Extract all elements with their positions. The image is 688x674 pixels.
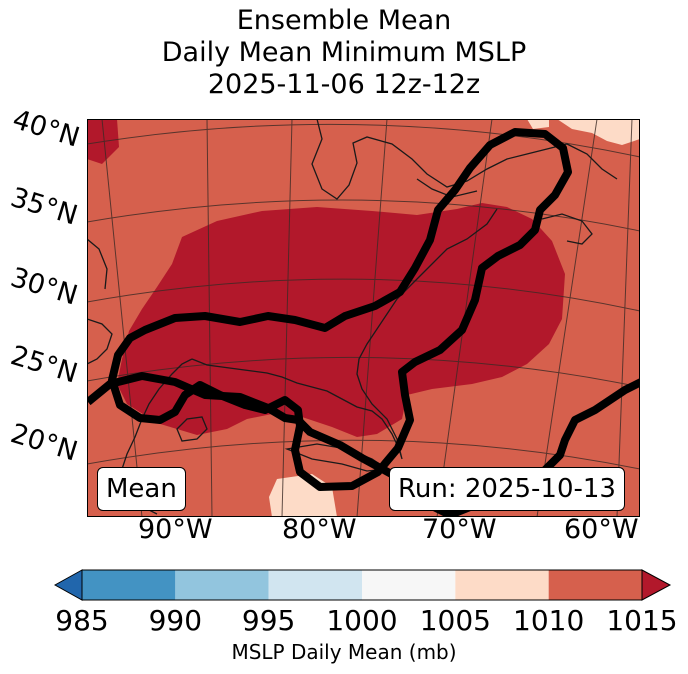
- title-line-2: Daily Mean Minimum MSLP: [161, 37, 527, 68]
- colorbar-low-extend: [54, 569, 83, 601]
- colorbar-tick-1005: 1005: [419, 604, 491, 637]
- contour-overlay: [108, 128, 572, 491]
- title-line-3: 2025-11-06 12z-12z: [207, 69, 481, 100]
- lat-label-35: 35°N: [6, 182, 82, 232]
- colorbar-tick-1000: 1000: [326, 604, 398, 637]
- colorbar-bin-3: [362, 570, 456, 600]
- lat-label-40: 40°N: [8, 104, 84, 154]
- colorbar-label: MSLP Daily Mean (mb): [231, 640, 457, 664]
- colorbar-bin-5: [548, 570, 642, 600]
- high-pressure-patch-n: [527, 119, 549, 129]
- colorbar-tick-1010: 1010: [513, 604, 585, 637]
- lon-label-80w: 80°W: [282, 514, 357, 545]
- lat-label-25: 25°N: [6, 340, 82, 390]
- lon-label-60w: 60°W: [564, 514, 639, 545]
- run-box: Run: 2025-10-13: [389, 467, 625, 511]
- colorbar-bin-1: [175, 570, 269, 600]
- colorbar-tick-990: 990: [148, 604, 203, 637]
- colorbar-high-extend: [641, 569, 672, 601]
- colorbar-bin-0: [82, 570, 176, 600]
- mean-box: Mean: [97, 467, 186, 511]
- lat-label-20: 20°N: [6, 418, 82, 468]
- title-line-1: Ensemble Mean: [236, 5, 452, 36]
- colorbar-bin-4: [455, 570, 549, 600]
- lon-label-70w: 70°W: [422, 514, 497, 545]
- colorbar-bin-2: [268, 570, 362, 600]
- colorbar-tick-1015: 1015: [606, 604, 678, 637]
- high-pressure-patch-ne: [557, 119, 640, 145]
- colorbar-tick-985: 985: [55, 604, 109, 637]
- mslp-contour-outline: [108, 128, 572, 491]
- lon-label-90w: 90°W: [138, 514, 213, 545]
- colorbar: [54, 569, 672, 601]
- lat-label-30: 30°N: [6, 262, 82, 312]
- coastlines: [87, 119, 618, 515]
- colorbar-tick-995: 995: [241, 604, 296, 637]
